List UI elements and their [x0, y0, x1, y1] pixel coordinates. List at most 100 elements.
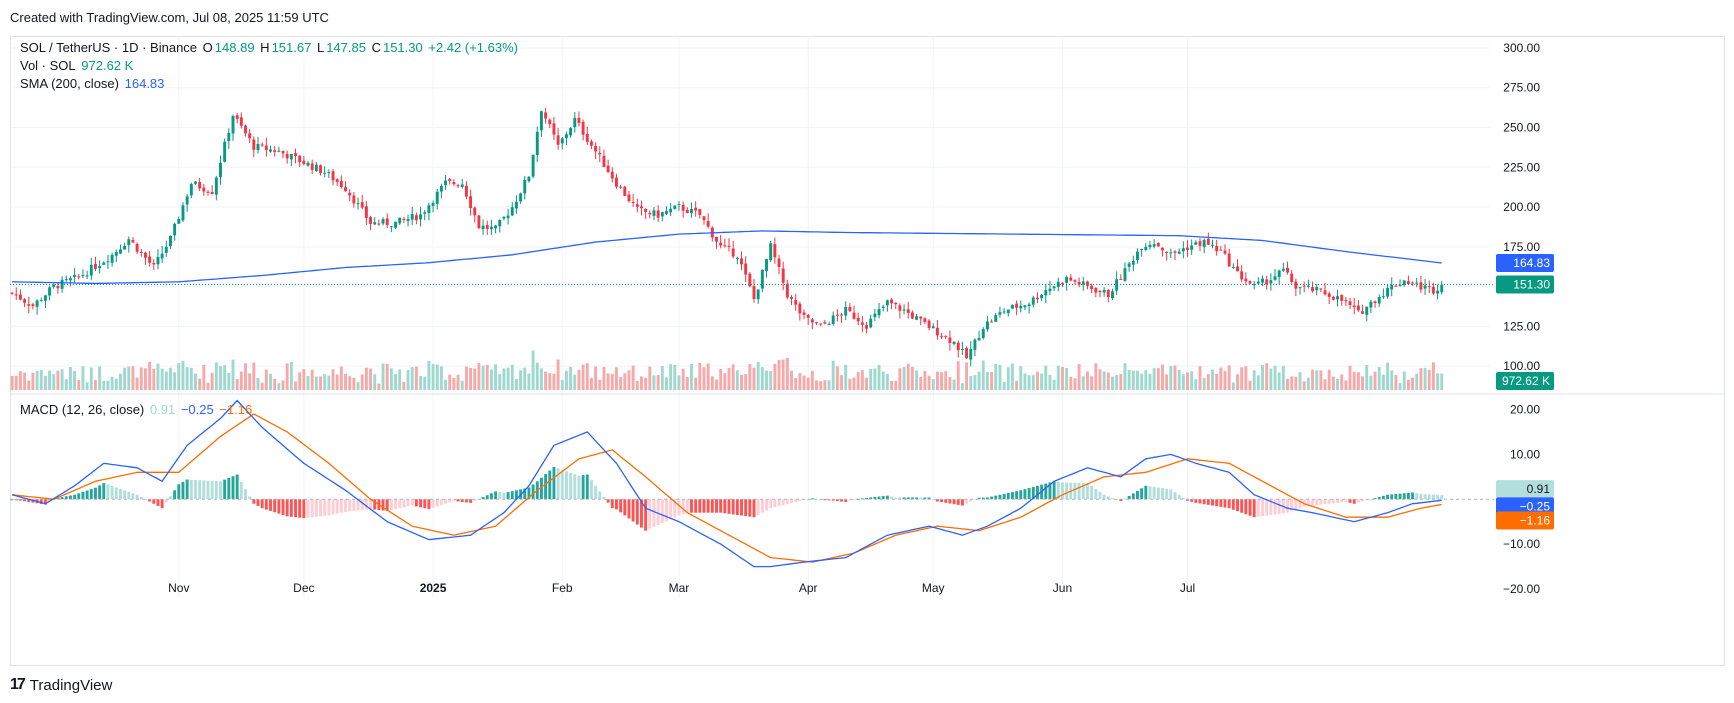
macd-hist-bar — [594, 485, 598, 500]
candle-body — [677, 204, 681, 206]
candle-body — [235, 115, 239, 119]
candle-body — [473, 207, 477, 216]
candle-body — [344, 187, 347, 192]
macd-hist-bar — [823, 499, 827, 501]
volume-bar — [1423, 367, 1427, 390]
candle-body — [598, 152, 602, 155]
macd-hist-bar — [835, 499, 839, 502]
volume-bar — [39, 369, 43, 390]
macd-hist-bar — [469, 499, 473, 503]
candle-body — [848, 306, 852, 312]
candle-body — [690, 208, 693, 214]
candle-body — [723, 245, 727, 247]
macd-hist-bar — [1090, 486, 1094, 500]
time-tick-label: Jun — [1053, 581, 1072, 595]
macd-hist-bar — [673, 499, 677, 518]
candle-body — [627, 194, 631, 202]
macd-hist-bar — [1377, 497, 1381, 500]
candle-body — [160, 253, 164, 259]
sma-legend: SMA (200, close) 164.83 — [20, 76, 166, 91]
macd-hist-bar — [1294, 499, 1298, 510]
macd-hist-bar — [1290, 499, 1294, 512]
macd-hist-bar — [969, 499, 973, 502]
time-tick-label: Feb — [552, 581, 573, 595]
volume-bar — [794, 378, 798, 390]
volume-bar — [1144, 370, 1148, 390]
tradingview-footer[interactable]: 17 TradingView — [10, 676, 112, 694]
candle-body — [539, 111, 543, 131]
macd-hist-bar — [756, 499, 760, 515]
macd-hist-badge-bg — [1496, 480, 1554, 499]
volume-bar — [852, 377, 856, 390]
volume-bar — [406, 370, 410, 390]
macd-hist-bar — [260, 499, 264, 509]
candle-body — [731, 248, 735, 257]
volume-bar — [585, 363, 589, 390]
volume-bar — [1131, 370, 1135, 390]
volume-bar — [631, 365, 635, 390]
macd-hist-bar — [214, 481, 218, 500]
macd-hist-bar — [1048, 482, 1052, 500]
volume-bar — [89, 367, 93, 390]
candle-body — [990, 321, 994, 323]
candle-body — [802, 312, 806, 315]
candle-body — [573, 117, 577, 128]
volume-bar — [973, 375, 977, 390]
volume-bar — [1244, 366, 1248, 390]
volume-bar — [173, 372, 177, 390]
tradingview-brand: TradingView — [29, 676, 113, 694]
macd-hist-bar — [406, 499, 410, 507]
macd-hist-bar — [344, 499, 347, 512]
volume-bar — [765, 370, 768, 390]
candle-body — [294, 153, 297, 157]
macd-hist-bar — [1356, 499, 1360, 503]
volume-bar — [931, 378, 935, 390]
candle-body — [552, 123, 556, 135]
macd-hist-bar — [677, 499, 681, 516]
candle-body — [1431, 286, 1435, 294]
candle-body — [1069, 277, 1073, 281]
volume-bar — [210, 372, 214, 390]
candle-body — [352, 195, 356, 204]
candle-body — [844, 306, 848, 316]
candle-body — [835, 314, 839, 316]
volume-bar — [177, 363, 181, 390]
macd-hist-bar — [1323, 499, 1327, 505]
macd-hist-bar — [644, 499, 648, 531]
volume-bar — [848, 378, 852, 390]
macd-hist-bar — [1190, 499, 1194, 502]
macd-hist-bar — [1152, 486, 1156, 500]
volume-bar — [156, 363, 160, 390]
macd-hist-bar — [765, 499, 768, 511]
macd-hist-bar — [264, 499, 268, 510]
candle-body — [589, 141, 593, 146]
tradingview-logo-icon: 17 — [10, 676, 26, 693]
macd-hist-bar — [1361, 499, 1365, 502]
volume-bar — [885, 373, 889, 390]
macd-hist-bar — [877, 496, 881, 500]
volume-bar — [444, 379, 448, 390]
symbol-label: SOL / TetherUS · 1D · Binance — [20, 40, 198, 55]
candle-body — [502, 216, 506, 219]
macd-hist-bar — [1052, 481, 1056, 500]
volume-bar — [1202, 377, 1206, 390]
macd-hist-bar — [539, 477, 543, 500]
volume-bar — [985, 371, 989, 390]
volume-bar — [860, 370, 864, 390]
candle-body — [118, 249, 122, 254]
volume-bar — [1369, 375, 1373, 390]
macd-hist-bar — [1198, 499, 1202, 504]
candle-body — [1256, 281, 1260, 284]
volume-bar — [865, 377, 869, 390]
volume-bar — [715, 379, 718, 390]
candle-body — [1148, 244, 1152, 248]
macd-hist-bar — [373, 499, 377, 510]
candle-body — [665, 211, 668, 214]
candle-body — [544, 112, 548, 119]
volume-bar — [1102, 371, 1106, 390]
candle-body — [202, 187, 206, 192]
macd-hist-bar — [577, 475, 581, 500]
volume-bar — [348, 376, 352, 390]
macd-hist-bar — [198, 480, 202, 500]
